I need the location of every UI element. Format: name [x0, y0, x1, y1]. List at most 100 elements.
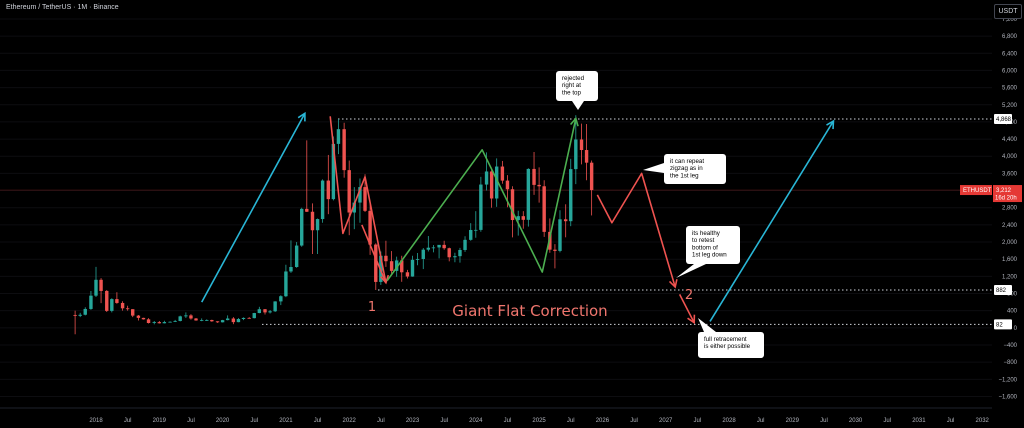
candle-body [358, 187, 362, 203]
candle-body [210, 319, 214, 322]
y-tick-label: 1,600 [1002, 257, 1018, 263]
y-tick-label: 7,200 [1002, 17, 1018, 23]
candle-body [173, 320, 177, 322]
price-tag-label: 82 [996, 323, 1003, 329]
candle-body [326, 180, 331, 200]
candle-body [532, 168, 536, 185]
candle-body [331, 143, 336, 200]
y-tick-label: 2,000 [1002, 240, 1018, 246]
candle-body [120, 302, 125, 309]
y-tick-label: 6,400 [1002, 51, 1018, 57]
candle-body [279, 296, 283, 302]
candle-body [563, 219, 568, 222]
candle-body [352, 202, 356, 213]
annotation-tail [643, 163, 664, 173]
y-tick-label: 4,000 [1002, 154, 1018, 160]
x-tick-label: Jul [187, 418, 195, 424]
candle-body [494, 166, 499, 199]
candle-body [405, 272, 410, 277]
candle-body [268, 311, 272, 313]
candle-body [141, 317, 146, 320]
price-tag-label: 882 [996, 288, 1007, 294]
red-arrow-head [687, 314, 696, 325]
wave-label-1: 1 [368, 300, 376, 315]
candle-body [542, 186, 546, 232]
candle-body [184, 315, 188, 317]
x-tick-label: 2027 [659, 418, 673, 424]
candle-body [516, 216, 520, 221]
price-axis[interactable]: −1,600 −1,200 −800 −400 0 400 800 1,200 1,600 2,0… [992, 0, 1024, 428]
x-tick-label: Jul [820, 418, 828, 424]
candle-body [241, 317, 246, 320]
price-tag-bg [994, 114, 1012, 124]
blue-arrow-head [297, 111, 306, 122]
x-tick-label: 2022 [343, 418, 357, 424]
x-tick-label: 2031 [912, 418, 926, 424]
price-tag-label: 4,868 [996, 117, 1012, 123]
price-tag-first-leg-bottom: 882 [994, 285, 1012, 295]
candle-body [479, 184, 483, 230]
y-tick-label: 6,800 [1002, 34, 1018, 40]
annotation-bubble [664, 154, 726, 184]
x-tick-label: 2025 [532, 418, 546, 424]
annotation-text: its healthy [692, 230, 721, 237]
candle-body [526, 168, 531, 220]
x-tick-label: 2020 [216, 418, 230, 424]
price-tag-bg [994, 285, 1012, 295]
y-tick-label: −400 [1003, 343, 1017, 349]
blue-arrow-line [709, 120, 835, 322]
x-tick-label: 2032 [976, 418, 990, 424]
annotation-text: zigzag as in [670, 165, 703, 172]
symbol-tag-bg [960, 185, 992, 196]
drawings-layer [201, 111, 835, 325]
candle-body [131, 309, 135, 316]
annotation-text: the 1st leg [670, 172, 699, 179]
candle-body [300, 208, 304, 246]
candle-body [94, 279, 98, 296]
candle-body [315, 219, 320, 231]
currency-button[interactable]: USDT [994, 4, 1022, 19]
candle-body [394, 260, 399, 271]
y-tick-label: 6,000 [1002, 68, 1018, 74]
red-arrow-line [678, 294, 695, 324]
x-tick-label: Jul [124, 418, 132, 424]
annotation-text: it can repeat [670, 158, 704, 165]
annotation-tail [698, 318, 716, 332]
x-tick-label: Jul [883, 418, 891, 424]
y-tick-label: −1,600 [998, 394, 1017, 400]
candle-body [247, 317, 251, 319]
candle-body [205, 319, 209, 321]
candle-body [421, 249, 425, 259]
x-tick-label: 2019 [153, 418, 167, 424]
annotation-text: rejected [562, 75, 585, 82]
y-tick-label: 5,600 [1002, 86, 1018, 92]
candle-body [574, 139, 578, 170]
candle-body [146, 319, 151, 323]
red-arrow-line [361, 224, 387, 284]
candle-body [463, 239, 467, 250]
x-tick-label: Jul [757, 418, 765, 424]
countdown-label: 16d 20h [995, 196, 1017, 202]
time-axis[interactable]: 2018 Jul 2019 Jul 2020 Jul 2021 Jul 2022 Jul 2023 J… [0, 407, 992, 424]
candle-body [579, 139, 584, 151]
candle-body [178, 316, 182, 321]
annotation-bubble [556, 71, 598, 101]
candle-body [484, 171, 489, 185]
candle-body [415, 258, 420, 260]
candle-body [200, 320, 204, 321]
symbol-tag-label: ETHUSDT [963, 188, 992, 194]
candle-body [236, 319, 241, 323]
price-tag-bg [994, 319, 1012, 330]
candle-body [320, 180, 325, 220]
candle-body [189, 315, 193, 319]
candle-body [469, 229, 473, 240]
candle-body [569, 169, 573, 222]
price-tag-top: 4,868 [994, 114, 1012, 124]
y-tick-label: 1,200 [1002, 274, 1018, 280]
